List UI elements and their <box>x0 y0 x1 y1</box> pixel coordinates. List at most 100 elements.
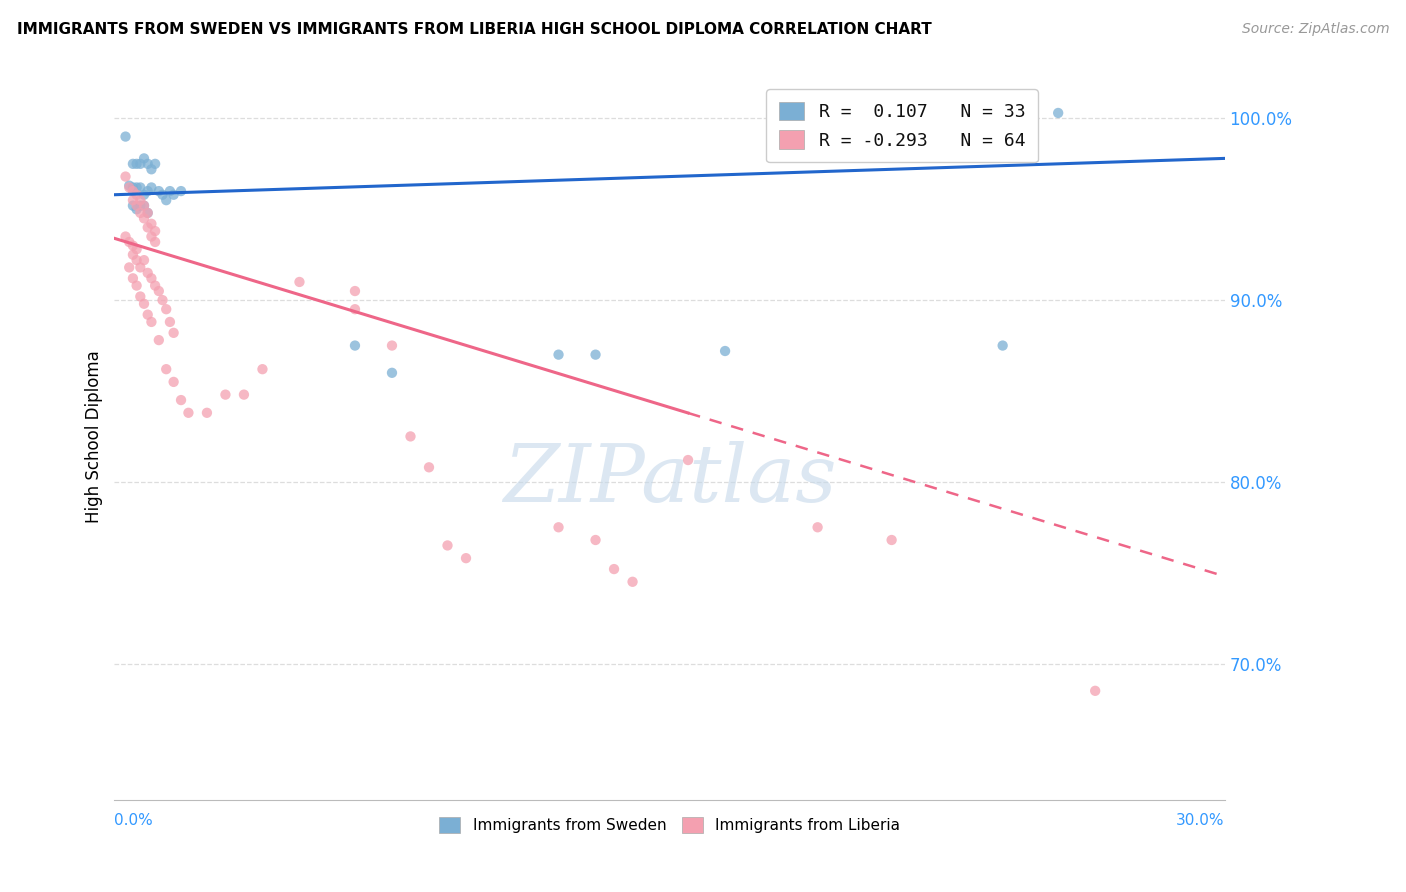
Point <box>125 187 148 202</box>
Point <box>136 206 159 220</box>
Point <box>132 297 155 311</box>
Text: 0.0%: 0.0% <box>114 813 153 828</box>
Point <box>436 538 458 552</box>
Point <box>676 453 699 467</box>
Point <box>343 284 366 298</box>
Point <box>114 229 136 244</box>
Point <box>621 574 644 589</box>
Point <box>343 338 366 352</box>
Point <box>170 184 193 198</box>
Point <box>143 224 166 238</box>
Point <box>381 338 404 352</box>
Point <box>418 460 440 475</box>
Point <box>141 180 163 194</box>
Point <box>170 393 193 408</box>
Point <box>141 229 163 244</box>
Text: IMMIGRANTS FROM SWEDEN VS IMMIGRANTS FROM LIBERIA HIGH SCHOOL DIPLOMA CORRELATIO: IMMIGRANTS FROM SWEDEN VS IMMIGRANTS FRO… <box>17 22 932 37</box>
Point <box>252 362 274 376</box>
Point <box>136 206 159 220</box>
Point <box>547 520 569 534</box>
Legend: Immigrants from Sweden, Immigrants from Liberia: Immigrants from Sweden, Immigrants from … <box>433 811 907 839</box>
Point <box>155 193 177 207</box>
Point <box>136 220 159 235</box>
Point <box>118 178 141 193</box>
Point <box>132 199 155 213</box>
Point <box>132 199 155 213</box>
Point <box>454 551 477 566</box>
Point <box>880 533 903 547</box>
Point <box>136 308 159 322</box>
Point <box>125 199 148 213</box>
Point <box>343 302 366 317</box>
Point <box>233 387 256 401</box>
Point <box>143 278 166 293</box>
Y-axis label: High School Diploma: High School Diploma <box>86 350 103 523</box>
Point <box>148 333 170 347</box>
Text: 30.0%: 30.0% <box>1177 813 1225 828</box>
Point <box>148 184 170 198</box>
Point <box>152 187 174 202</box>
Point <box>159 184 181 198</box>
Point <box>141 315 163 329</box>
Point <box>162 326 184 340</box>
Point <box>162 187 184 202</box>
Point <box>114 169 136 184</box>
Point <box>136 157 159 171</box>
Text: ZIPatlas: ZIPatlas <box>503 442 837 519</box>
Point <box>143 157 166 171</box>
Point <box>122 248 145 262</box>
Point <box>381 366 404 380</box>
Point <box>129 289 152 303</box>
Point <box>129 157 152 171</box>
Point <box>125 157 148 171</box>
Point <box>214 387 236 401</box>
Point <box>148 284 170 298</box>
Point <box>132 211 155 226</box>
Point <box>125 242 148 256</box>
Point <box>125 278 148 293</box>
Point <box>155 302 177 317</box>
Point <box>122 157 145 171</box>
Point <box>118 235 141 249</box>
Point <box>132 187 155 202</box>
Point <box>132 152 155 166</box>
Point <box>195 406 218 420</box>
Point <box>991 338 1014 352</box>
Point <box>143 235 166 249</box>
Point <box>122 180 145 194</box>
Point <box>714 344 737 359</box>
Point <box>547 348 569 362</box>
Text: Source: ZipAtlas.com: Source: ZipAtlas.com <box>1241 22 1389 37</box>
Point <box>152 293 174 307</box>
Point <box>129 193 152 207</box>
Point <box>122 184 145 198</box>
Point <box>125 202 148 217</box>
Point <box>122 199 145 213</box>
Point <box>603 562 626 576</box>
Point <box>122 271 145 285</box>
Point <box>132 253 155 268</box>
Point <box>1047 106 1070 120</box>
Point <box>118 180 141 194</box>
Point <box>399 429 422 443</box>
Point <box>129 206 152 220</box>
Point <box>136 184 159 198</box>
Point <box>288 275 311 289</box>
Point <box>155 362 177 376</box>
Point <box>129 260 152 275</box>
Point <box>162 375 184 389</box>
Point <box>177 406 200 420</box>
Point <box>122 238 145 252</box>
Point <box>141 162 163 177</box>
Point <box>136 266 159 280</box>
Point <box>1084 683 1107 698</box>
Point <box>118 260 141 275</box>
Point <box>141 217 163 231</box>
Point <box>585 348 607 362</box>
Point <box>129 199 152 213</box>
Point <box>122 193 145 207</box>
Point <box>585 533 607 547</box>
Point <box>129 180 152 194</box>
Point <box>807 520 830 534</box>
Point <box>114 129 136 144</box>
